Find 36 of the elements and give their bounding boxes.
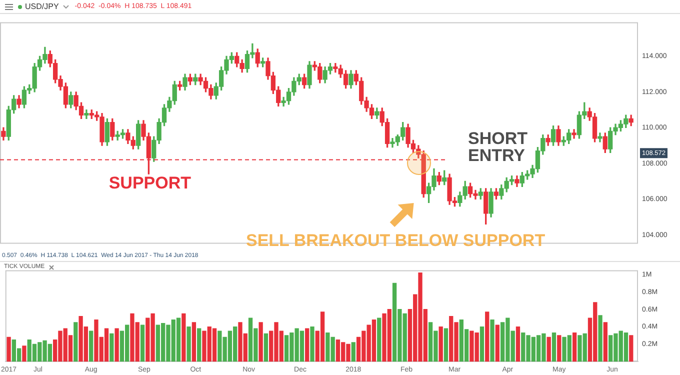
ref-line-label: SUPPORT <box>108 173 192 192</box>
bar <box>264 333 268 362</box>
bar <box>351 342 356 362</box>
bar <box>629 335 634 362</box>
bar <box>516 326 520 362</box>
bar <box>192 322 196 362</box>
bar <box>186 326 191 362</box>
bar <box>495 324 500 362</box>
annotation: SELL BREAKOUT BELOW SUPPORT <box>246 231 546 250</box>
bar <box>114 328 119 362</box>
bar <box>603 322 608 362</box>
bar <box>598 315 602 362</box>
bar <box>377 318 382 362</box>
bar <box>89 330 94 362</box>
candlestick <box>598 132 602 142</box>
bar <box>546 336 551 362</box>
bar <box>182 313 186 362</box>
bar <box>438 326 443 362</box>
bar <box>140 324 145 362</box>
bar <box>557 335 562 362</box>
bar <box>74 322 78 362</box>
bar <box>305 328 310 362</box>
bar <box>310 326 314 362</box>
bar <box>444 328 448 362</box>
bar <box>22 346 26 362</box>
chart-title: USD/JPY <box>25 2 59 11</box>
bar <box>572 332 577 362</box>
bar <box>258 322 263 362</box>
bar <box>485 312 490 362</box>
bar <box>490 319 494 362</box>
annotation: SHORT ENTRY <box>468 129 528 165</box>
bar <box>480 326 484 362</box>
bar <box>110 333 114 362</box>
bar <box>197 328 202 362</box>
bar <box>6 336 11 362</box>
bar <box>552 332 556 362</box>
